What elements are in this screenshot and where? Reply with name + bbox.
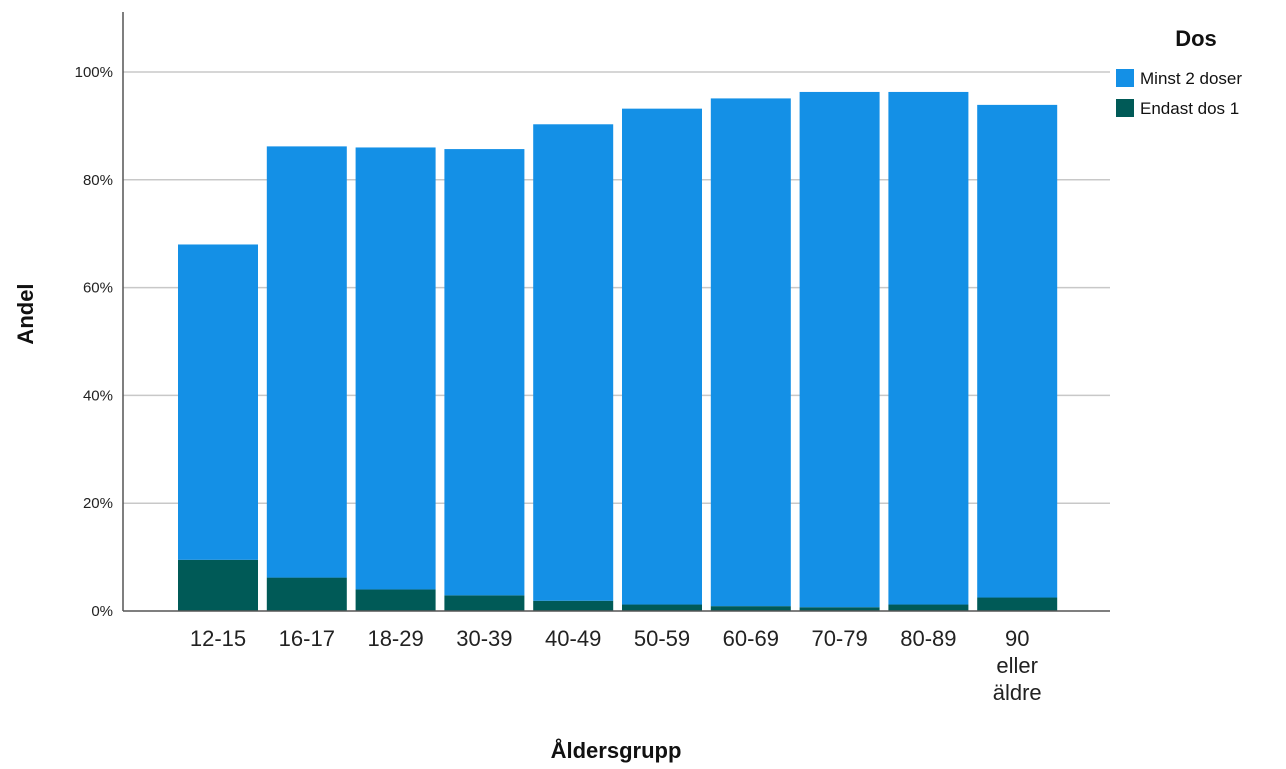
x-tick-label: 18-29 [367,626,423,651]
legend-title: Dos [1175,26,1217,51]
x-tick-label: 60-69 [723,626,779,651]
bar-segment [977,597,1058,611]
bar-segment [710,606,791,611]
bar-segment [533,124,614,601]
bar-segment [178,559,258,611]
bar-segment [266,146,347,578]
bars [178,91,1058,611]
y-tick-label: 40% [83,387,113,404]
bar-segment [622,108,702,605]
y-tick-label: 80% [83,172,113,189]
bar-segment [799,91,880,608]
bar-segment [266,577,347,611]
x-tick-label: 30-39 [456,626,512,651]
x-tick-label: 12-15 [190,626,246,651]
x-tick-label: 16-17 [279,626,335,651]
bar-segment [178,244,258,560]
x-tick-label: 80-89 [900,626,956,651]
legend-swatch [1116,99,1134,117]
y-tick-label: 100% [75,64,113,81]
bar-segment [888,91,969,605]
bar-segment [888,604,969,611]
x-tick-label: 40-49 [545,626,601,651]
bar-segment [799,607,880,611]
y-axis-title: Andel [13,283,38,344]
y-tick-label: 20% [83,495,113,512]
bar-segment [355,147,436,590]
x-axis-title: Åldersgrupp [551,737,682,763]
bar-segment [977,104,1058,598]
x-tick-label: 50-59 [634,626,690,651]
bar-segment [444,149,525,596]
legend-label: Minst 2 doser [1140,69,1242,88]
bar-segment [355,589,436,611]
legend-label: Endast dos 1 [1140,99,1239,118]
y-tick-labels: 0% 20% 40% 60% 80% 100% [75,64,113,620]
y-tick-label: 0% [91,603,113,620]
x-tick-label: 90 eller äldre [993,626,1042,705]
bar-segment [444,595,525,611]
bar-segment [533,600,614,611]
x-tick-labels: 12-15 16-17 18-29 30-39 40-49 50-59 60-69 70-79… [190,626,1042,705]
legend: Dos Minst 2 doser Endast dos 1 [1116,26,1242,118]
bar-segment [622,604,702,611]
x-tick-label: 70-79 [811,626,867,651]
legend-swatch [1116,69,1134,87]
y-tick-label: 60% [83,280,113,297]
bar-segment [710,98,791,607]
